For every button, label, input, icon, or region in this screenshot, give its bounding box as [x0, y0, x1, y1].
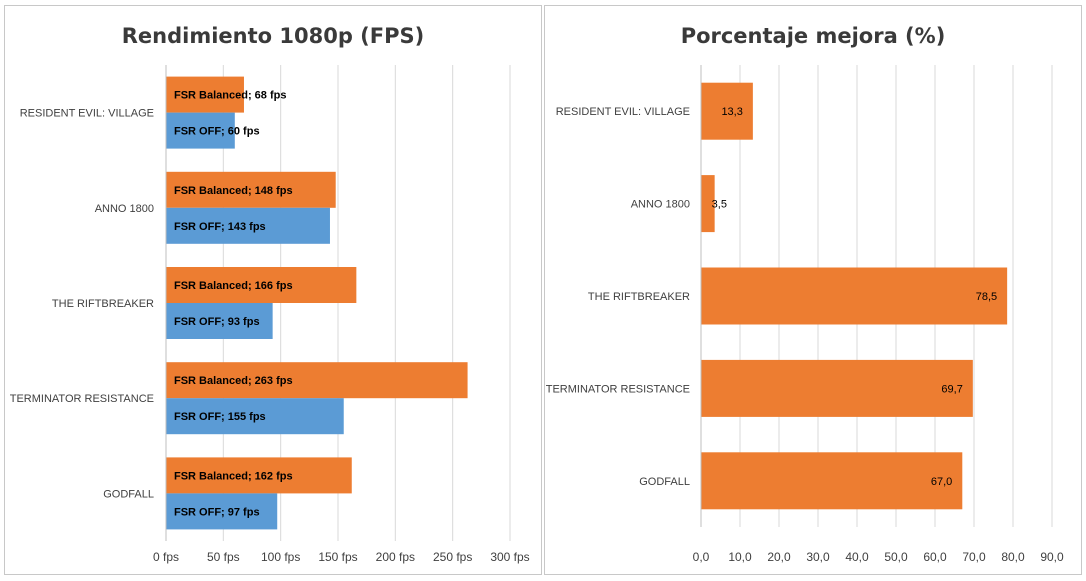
category-label-the-riftbreaker: THE RIFTBREAKER [52, 298, 154, 310]
category-label-terminator-resistance: TERMINATOR RESISTANCE [546, 383, 690, 395]
fps-chart-panel: Rendimiento 1080p (FPS) 0 fps 50 fps 100 f… [4, 5, 542, 575]
x-tick-label: 150 fps [318, 550, 357, 564]
improvement-chart-title: Porcentaje mejora (%) [680, 24, 946, 48]
data-label-fsr-balanced: FSR Balanced; 148 fps [174, 185, 293, 197]
bar-fsr-off [166, 112, 235, 149]
bar-fsr-off [166, 303, 273, 339]
bar-fsr-off [166, 493, 278, 530]
data-label-fsr-off: FSR OFF; 60 fps [174, 126, 260, 138]
bar-fsr-balanced [166, 457, 352, 494]
x-tick-label: 30,0 [806, 550, 830, 564]
fps-chart-title: Rendimiento 1080p (FPS) [121, 24, 425, 48]
x-tick-label: 200 fps [376, 550, 415, 564]
x-tick-label: 70,0 [962, 550, 986, 564]
bar-fsr-balanced [166, 362, 468, 399]
x-tick-label: 40,0 [845, 550, 869, 564]
category-label-resident-evil-village: RESIDENT EVIL: VILLAGE [556, 106, 690, 118]
data-label-improvement: 67,0 [931, 476, 952, 488]
data-label-fsr-balanced: FSR Balanced; 162 fps [174, 470, 293, 482]
category-label-resident-evil-village: RESIDENT EVIL: VILLAGE [20, 108, 154, 120]
category-label-anno-1800: ANNO 1800 [631, 199, 690, 211]
category-label-the-riftbreaker: THE RIFTBREAKER [588, 291, 690, 303]
x-tick-label: 10,0 [728, 550, 752, 564]
x-tick-label: 50 fps [207, 550, 240, 564]
bar-improvement [701, 267, 1008, 325]
bar-fsr-balanced [166, 267, 357, 303]
data-label-fsr-off: FSR OFF; 97 fps [174, 506, 260, 518]
category-label-godfall: GODFALL [639, 476, 690, 488]
bar-improvement [701, 452, 963, 510]
data-label-improvement: 78,5 [976, 291, 997, 303]
bar-fsr-balanced [166, 171, 336, 208]
data-label-improvement: 69,7 [941, 383, 962, 395]
category-label-godfall: GODFALL [103, 488, 154, 500]
x-tick-label: 0,0 [693, 550, 710, 564]
x-tick-label: 80,0 [1001, 550, 1025, 564]
category-label-terminator-resistance: TERMINATOR RESISTANCE [10, 393, 154, 405]
x-tick-label: 100 fps [261, 550, 300, 564]
data-label-fsr-balanced: FSR Balanced; 166 fps [174, 280, 293, 292]
data-label-fsr-off: FSR OFF; 143 fps [174, 221, 266, 233]
data-label-fsr-balanced: FSR Balanced; 68 fps [174, 90, 286, 102]
data-label-improvement: 13,3 [721, 106, 742, 118]
x-tick-label: 90,0 [1040, 550, 1064, 564]
x-tick-label: 50,0 [884, 550, 908, 564]
data-label-fsr-off: FSR OFF; 93 fps [174, 316, 260, 328]
category-label-anno-1800: ANNO 1800 [95, 203, 154, 215]
data-label-fsr-balanced: FSR Balanced; 263 fps [174, 375, 293, 387]
bar-fsr-off [166, 207, 330, 244]
data-label-improvement: 3,5 [712, 199, 727, 211]
data-label-fsr-off: FSR OFF; 155 fps [174, 411, 266, 423]
bar-improvement [701, 82, 753, 140]
bar-fsr-off [166, 398, 344, 435]
x-tick-label: 60,0 [923, 550, 947, 564]
improvement-chart-panel: Porcentaje mejora (%) 0,0 10,0 20,0 30,0 40,… [544, 5, 1082, 575]
x-tick-label: 300 fps [490, 550, 529, 564]
x-tick-label: 0 fps [153, 550, 179, 564]
fps-chart: 0 fps 50 fps 100 fps 150 fps 200 fps 250 fps 3… [10, 65, 530, 564]
bar-fsr-balanced [166, 76, 244, 113]
bar-improvement [701, 359, 973, 417]
bar-improvement [701, 175, 715, 233]
improvement-chart: 0,0 10,0 20,0 30,0 40,0 50,0 60,0 70,0 80,0 90,0 R… [546, 65, 1064, 564]
x-tick-label: 20,0 [767, 550, 791, 564]
x-tick-label: 250 fps [433, 550, 472, 564]
